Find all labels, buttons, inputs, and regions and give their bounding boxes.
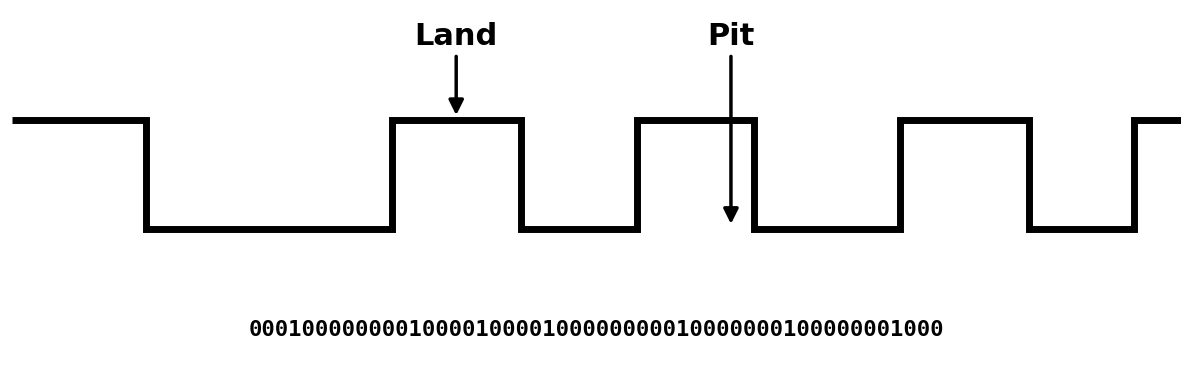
Text: Pit: Pit (707, 22, 755, 220)
Text: 0001000000001000010000100000000010000000100000001000: 0001000000001000010000100000000010000000… (249, 320, 944, 340)
Text: Land: Land (415, 22, 497, 111)
